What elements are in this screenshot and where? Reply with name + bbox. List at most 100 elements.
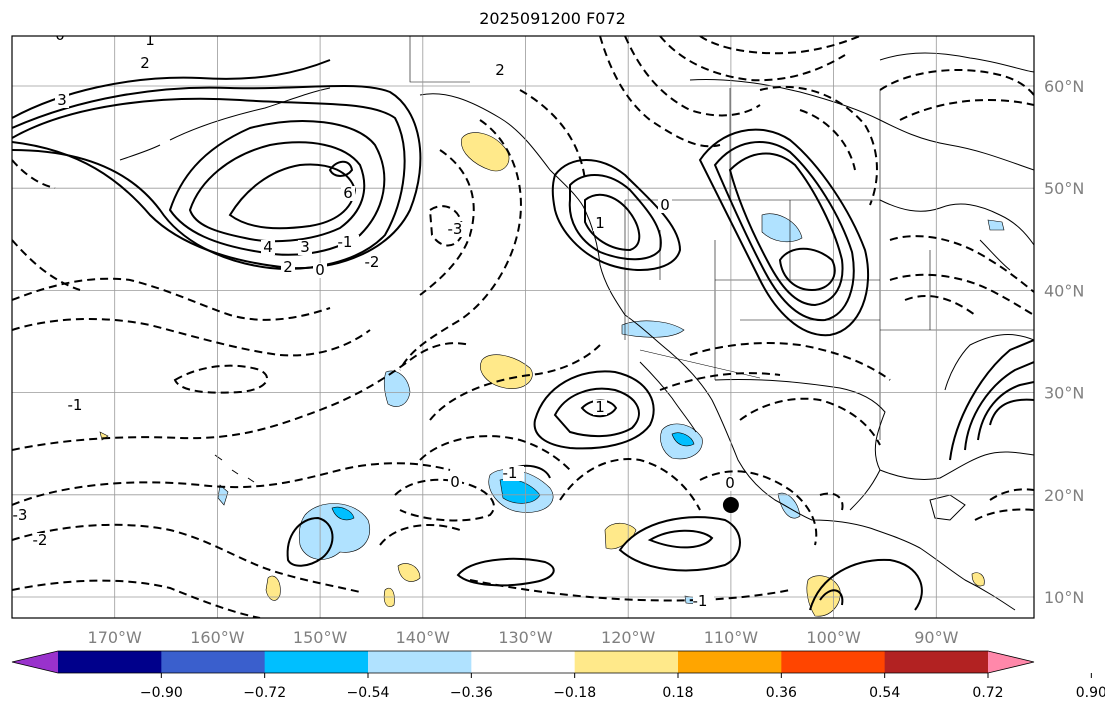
contour-label-bg [448, 222, 469, 237]
colorbar-tick-label: 0.54 [869, 685, 900, 701]
longitude-labels: 170°W 160°W 150°W 140°W 130°W 120°W 110°W 100°W… [88, 628, 959, 647]
colorbar-segment [471, 651, 576, 673]
colorbar-segment [884, 651, 989, 673]
shade-positive [461, 132, 510, 172]
contour-label: -1 [693, 592, 708, 610]
map-frame [11, 35, 1035, 619]
latitude-tick-label: 10°N [1044, 588, 1084, 607]
contour-label-bg [55, 93, 69, 108]
contour-label-bg [503, 466, 524, 481]
contour-label: -3 [13, 506, 28, 524]
shade-negative [761, 213, 803, 243]
contour-label-bg [593, 400, 607, 415]
longitude-tick-label: 130°W [498, 628, 553, 647]
colorbar-tick-label: 0.36 [766, 685, 797, 701]
shade-negative [987, 219, 1005, 231]
contour-label-bg [53, 36, 67, 43]
contour-label: 3 [57, 91, 67, 109]
longitude-tick-label: 120°W [601, 628, 656, 647]
contour-label-bg [68, 398, 89, 413]
contour-label: -2 [365, 253, 380, 271]
colorbar-segment [264, 651, 369, 673]
colorbar-extend-max [988, 651, 1034, 673]
longitude-tick-label: 160°W [190, 628, 245, 647]
contour-label: 0 [725, 474, 735, 492]
gridlines [12, 36, 1034, 618]
colorbar-segment [161, 651, 266, 673]
contour-label-bg [138, 56, 152, 71]
contour-label: 2 [140, 54, 150, 72]
colorbar-tick-label: 0.90 [1076, 685, 1105, 701]
contour-label: 1 [595, 398, 605, 416]
longitude-tick-label: 100°W [806, 628, 861, 647]
colorbar-segment [678, 651, 782, 673]
colorbar-tick-label: −0.54 [347, 685, 390, 701]
contour-label: 0 [660, 196, 670, 214]
contour-label: 0 [55, 26, 65, 44]
contour-label: -1 [68, 396, 83, 414]
longitude-tick-label: 110°W [704, 628, 759, 647]
contour-label-bg [365, 255, 386, 270]
contour-label: 6 [343, 184, 353, 202]
political-borders [409, 36, 1034, 440]
contour-label: -1 [503, 464, 518, 482]
shade-positive [383, 587, 395, 608]
longitude-tick-label: 140°W [396, 628, 451, 647]
colorbar-tick-label: −0.72 [243, 685, 286, 701]
latitude-tick-label: 30°N [1044, 384, 1084, 403]
contour-label-bg [341, 186, 355, 201]
contour-label: 1 [145, 31, 155, 49]
contour-label: 3 [300, 238, 310, 256]
colorbar-segment [781, 651, 886, 673]
longitude-tick-label: 150°W [293, 628, 348, 647]
colorbar-extend-min [12, 651, 58, 673]
colorbar: −0.90 −0.72 −0.54 −0.36 −0.18 0.18 0.36 0.54 0.7… [11, 650, 1105, 701]
contour-label-bg [338, 235, 359, 250]
map-background [12, 36, 1034, 618]
shade-positive [397, 563, 421, 582]
contour-label-bg [693, 594, 714, 609]
shade-negative [331, 506, 355, 521]
contour-label: -1 [338, 233, 353, 251]
latitude-tick-label: 40°N [1044, 281, 1084, 300]
longitude-tick-label: 90°W [914, 628, 958, 647]
contour-label: 0 [315, 261, 325, 279]
contour-label: -2 [33, 531, 48, 549]
map-title: 2025091200 F072 [479, 9, 626, 28]
contour-label-bg [593, 216, 607, 231]
contour-label-bg [261, 240, 275, 255]
colorbar-tick-label: −0.90 [140, 685, 183, 701]
dashed-contours [12, 36, 1034, 618]
contour-label: 1 [595, 214, 605, 232]
shade-positive [265, 575, 281, 601]
contour-label-bg [723, 476, 737, 491]
contour-label-bg [143, 36, 157, 48]
shade-negative [671, 432, 695, 447]
contour-label-bg [281, 260, 295, 275]
colorbar-segment [574, 651, 679, 673]
contour-label: 0 [450, 473, 460, 491]
contour-label-bg [658, 198, 672, 213]
latitude-tick-label: 50°N [1044, 179, 1084, 198]
shade-negative [777, 492, 801, 519]
contour-label-bg [313, 263, 327, 278]
contour-label: -3 [448, 220, 463, 238]
contour-label-bg [493, 63, 507, 78]
contour-label-bg [448, 475, 462, 490]
contour-label: 2 [495, 61, 505, 79]
shade-negative [383, 370, 411, 407]
location-marker [722, 497, 739, 514]
latitude-labels: 60°N 50°N 40°N 30°N 20°N 10°N [1044, 77, 1084, 607]
contour-label-bg [33, 533, 54, 548]
colorbar-tick-label: −0.18 [553, 685, 596, 701]
shade-positive [480, 354, 533, 389]
contour-label-bg [13, 508, 34, 523]
colorbar-tick-label: 0.18 [662, 685, 693, 701]
solid-contours [12, 59, 1034, 611]
latitude-tick-label: 20°N [1044, 486, 1084, 505]
contour-label: 2 [283, 258, 293, 276]
latitude-tick-label: 60°N [1044, 77, 1084, 96]
